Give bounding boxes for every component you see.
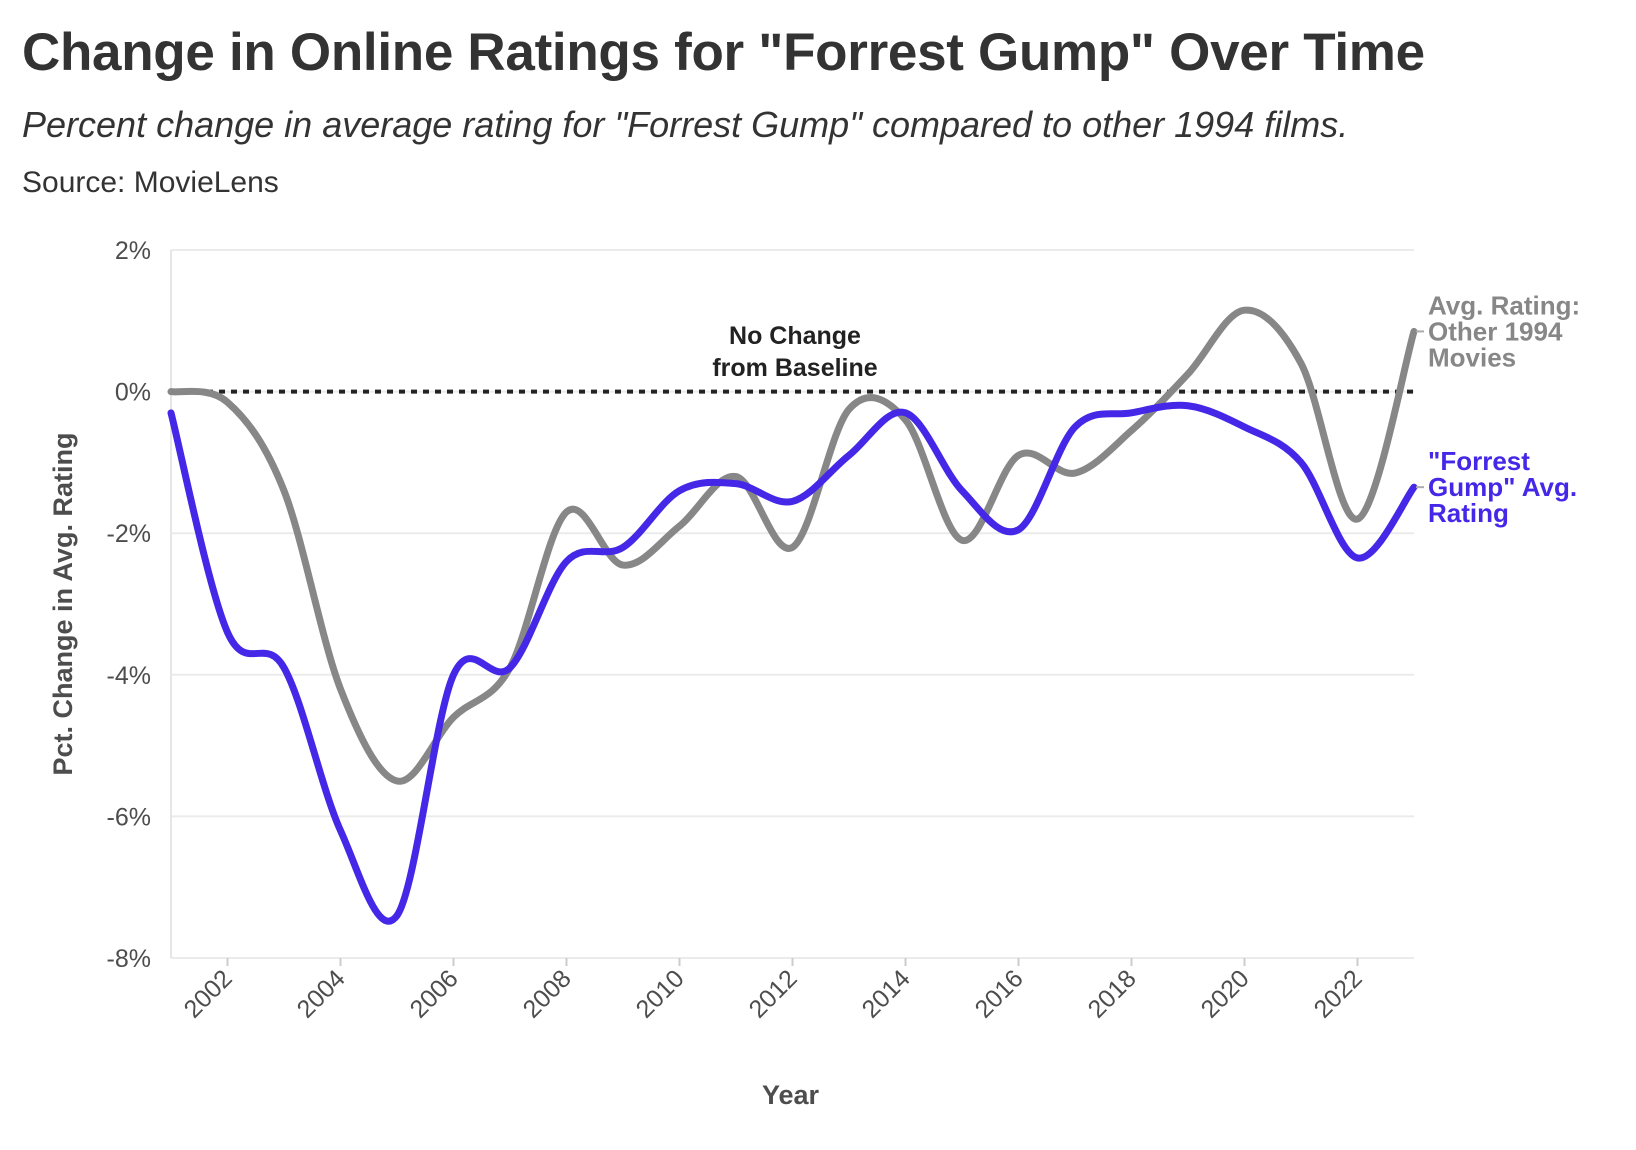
series-label-other-1994-movies: Movies [1428, 342, 1516, 372]
baseline-annotation: No Change [729, 322, 861, 350]
x-tick-label: 2008 [518, 964, 577, 1023]
x-axis-title: Year [762, 1080, 820, 1110]
x-tick-label: 2022 [1309, 964, 1368, 1023]
series-line-forrest-gump [167, 401, 1418, 925]
y-tick-label: 2% [115, 237, 151, 265]
x-tick-label: 2006 [405, 964, 464, 1023]
baseline-reference: No Change from Baseline [171, 322, 1414, 394]
x-tick-label: 2018 [1083, 964, 1142, 1023]
series-label-forrest-gump: Gump" Avg. [1428, 472, 1577, 502]
y-tick-label: 0% [115, 379, 151, 407]
axes: -8% -6% -4% -2% 0% 2% 2002 2004 2006 2008 2010 2012… [48, 237, 1368, 1110]
x-tick-label: 2010 [631, 964, 690, 1023]
x-tick-label: 2004 [292, 964, 351, 1023]
y-tick-label: -8% [107, 945, 151, 973]
series-line-other-1994-movies [167, 306, 1418, 785]
y-tick-label: -4% [107, 662, 151, 690]
series-label-other-1994-movies: Other 1994 [1428, 316, 1563, 346]
source-note: Source: MovieLens [22, 166, 279, 199]
x-tick-label: 2016 [970, 964, 1029, 1023]
chart-subtitle: Percent change in average rating for "Fo… [22, 104, 1349, 145]
series-lines [167, 306, 1418, 925]
y-axis-title: Pct. Change in Avg. Rating [48, 432, 78, 775]
series-label-forrest-gump: Rating [1428, 498, 1509, 528]
chart-title: Change in Online Ratings for "Forrest Gu… [22, 23, 1425, 82]
x-tick-label: 2014 [857, 964, 916, 1023]
series-label-other-1994-movies: Avg. Rating: [1428, 290, 1580, 320]
x-tick-label: 2012 [744, 964, 803, 1023]
x-tick-label: 2002 [179, 964, 238, 1023]
y-tick-label: -6% [107, 803, 151, 831]
baseline-annotation: from Baseline [712, 354, 877, 382]
series-label-forrest-gump: "Forrest [1428, 446, 1530, 476]
y-tick-label: -2% [107, 520, 151, 548]
x-tick-label: 2020 [1196, 964, 1255, 1023]
